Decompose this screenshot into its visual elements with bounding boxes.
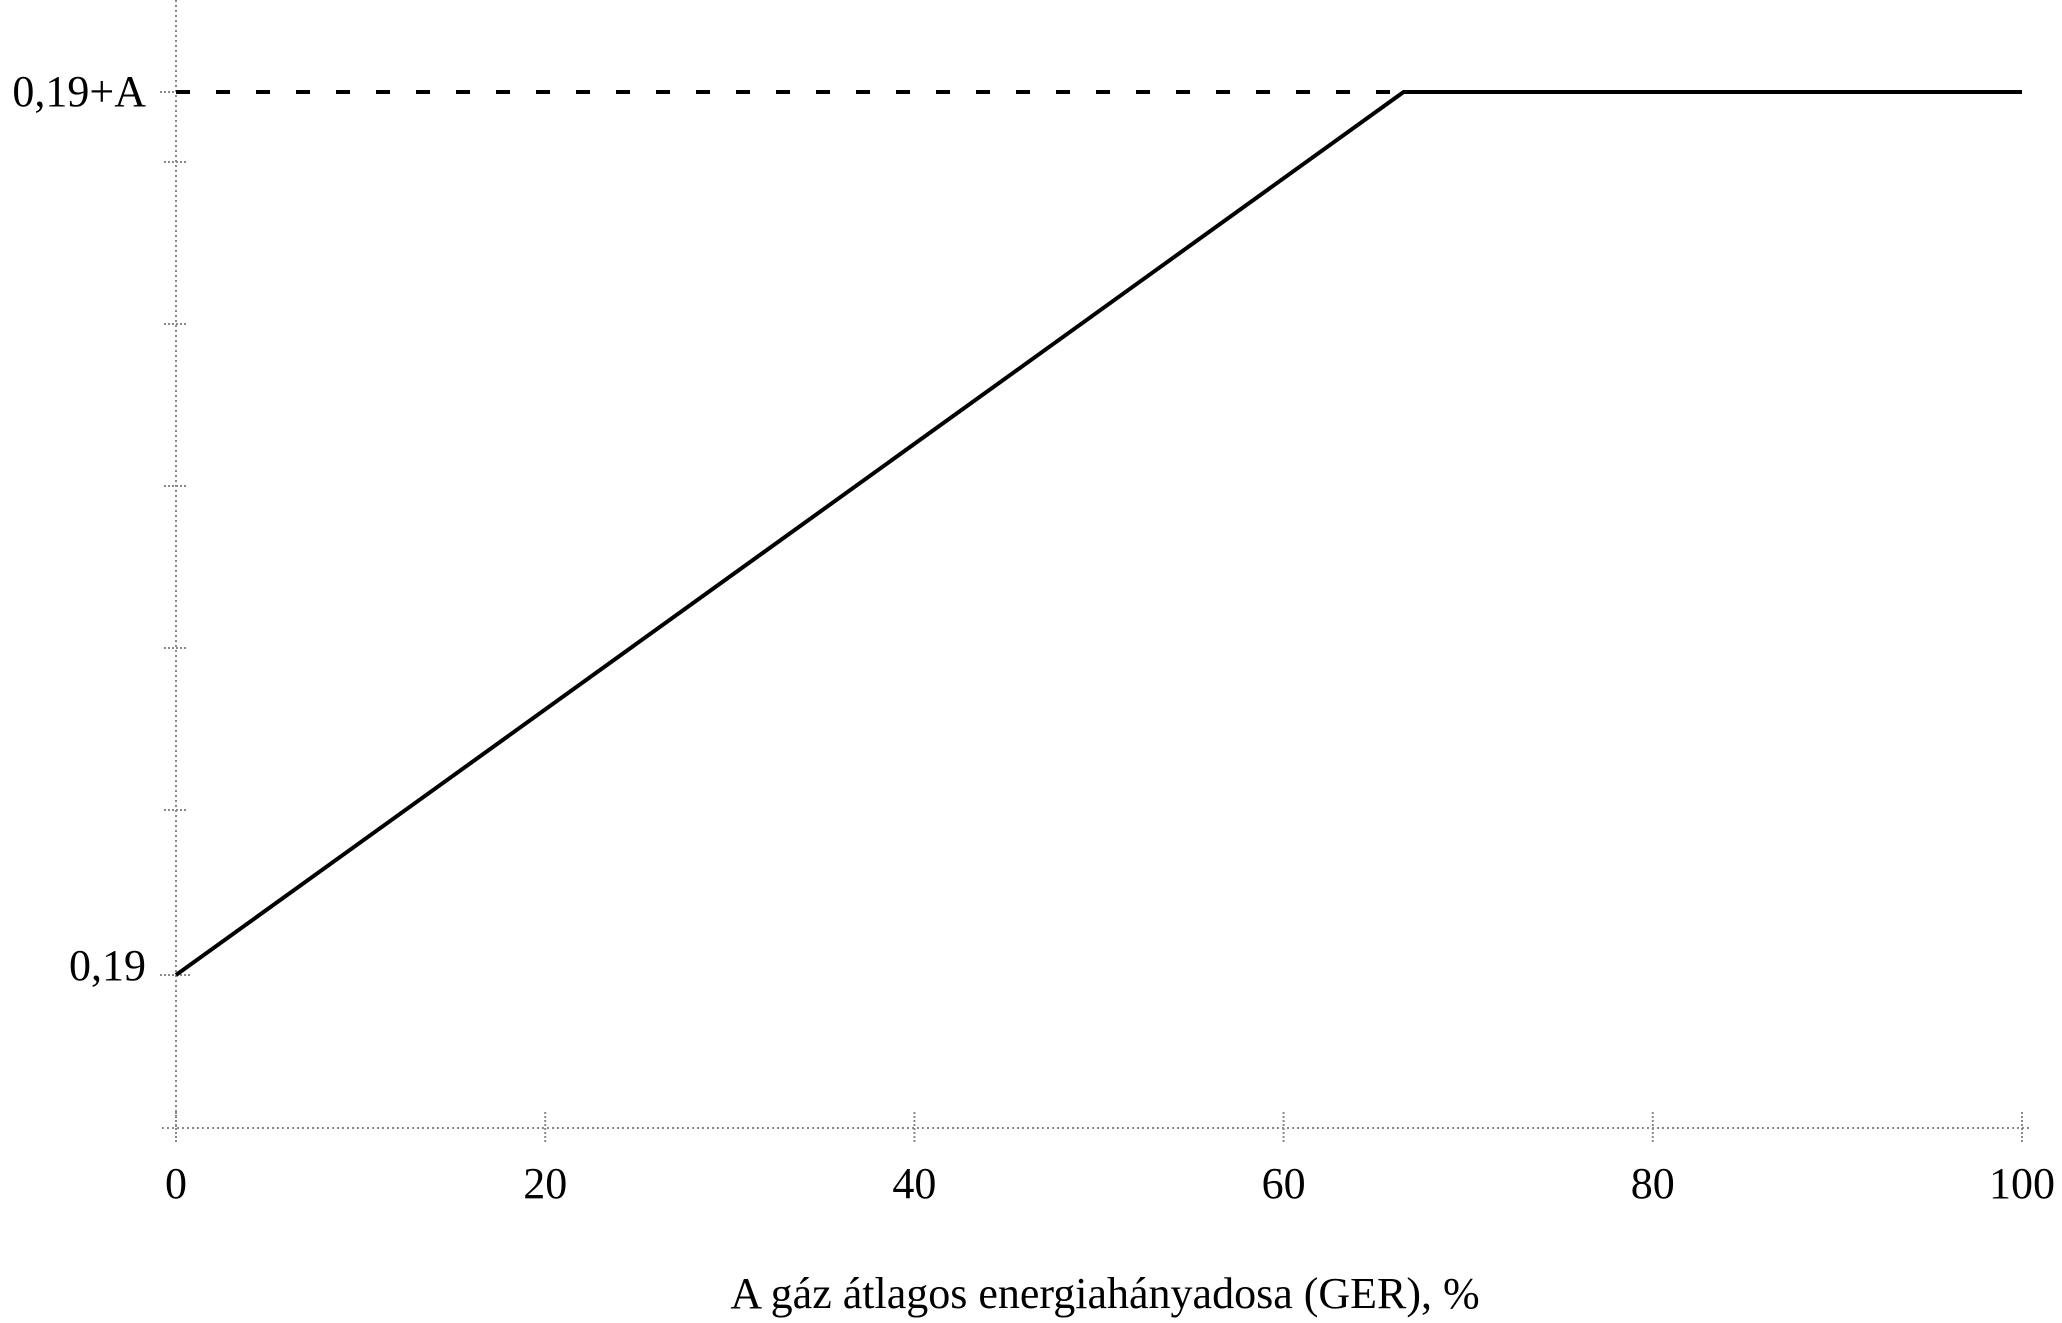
x-tick-label: 60 [1262,1159,1306,1208]
x-tick-label: 20 [523,1159,567,1208]
x-tick-label: 40 [892,1159,936,1208]
x-tick-label: 100 [1989,1159,2055,1208]
y-tick-label-bottom: 0,19 [69,941,146,990]
x-tick-label: 80 [1631,1159,1675,1208]
x-axis-label: A gáz átlagos energiahányadosa (GER), % [730,1269,1479,1318]
y-minor-ticks [164,161,188,811]
y-tick-label-top: 0,19+A [12,67,146,116]
x-ticks: 0 20 40 60 80 100 [165,1112,2055,1208]
series-line-solid [174,90,2022,977]
x-tick-label: 0 [165,1159,187,1208]
